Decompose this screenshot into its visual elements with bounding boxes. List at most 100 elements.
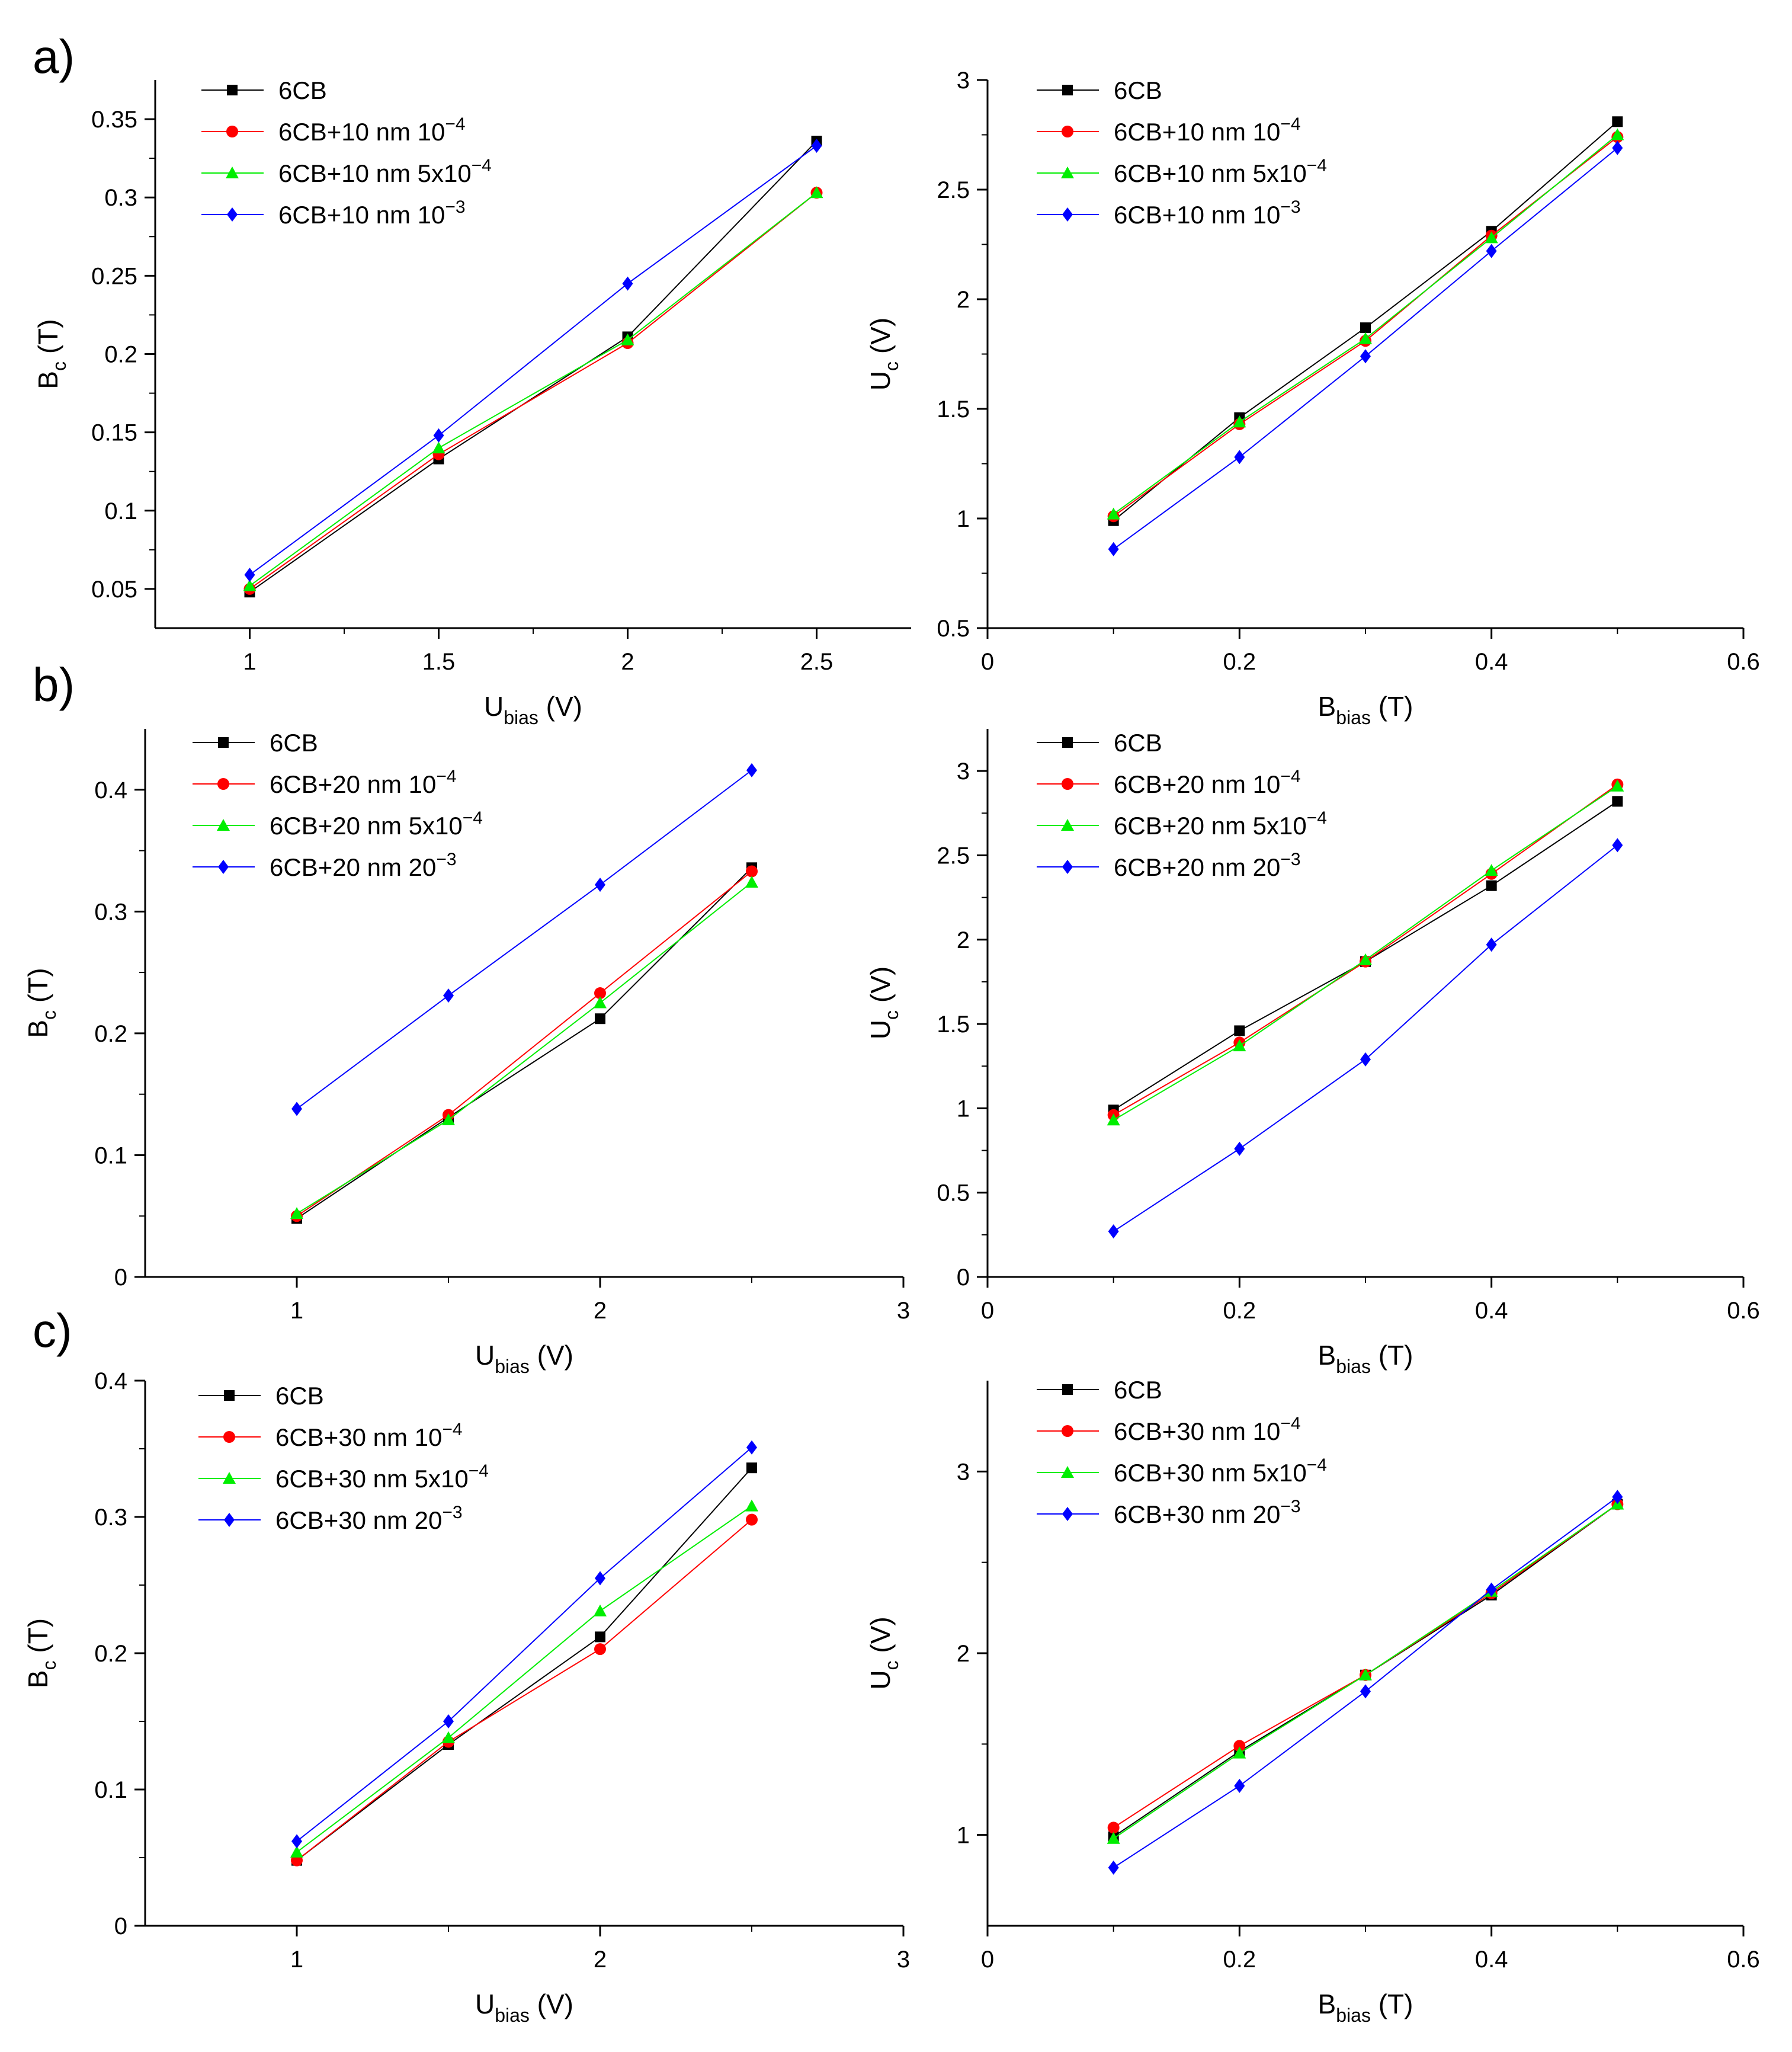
legend: 6CB 6CB+20 nm 10−4 6CB+20 nm 5x10−4 6CB+20 …	[193, 729, 483, 881]
chart-a-left: 1 1.5 2 2.5 0.05 0.1 0.15 0.2 0.25 0.3 0.35 Ubias (…	[33, 76, 911, 728]
legend-entry: 6CB+20 nm 20−3	[1114, 850, 1301, 881]
chart-c-right: 0 0.2 0.4 0.6 1 2 3 Bbias (T) Uc (V) 6CB 6CB+30 nm…	[865, 1376, 1760, 2026]
x-tick-label: 3	[897, 1947, 910, 1973]
y-tick-label: 0.2	[94, 1021, 127, 1047]
series-line	[296, 867, 752, 1219]
y-tick-label: 0.25	[91, 263, 137, 289]
legend-marker	[1061, 1466, 1074, 1478]
x-tick-label: 3	[897, 1298, 910, 1324]
series-1e-3	[291, 1440, 757, 1849]
data-point	[1108, 1224, 1119, 1239]
data-point	[1486, 1582, 1497, 1597]
legend-entry: 6CB	[275, 1382, 324, 1410]
legend-marker	[1062, 207, 1073, 222]
data-point	[810, 186, 823, 199]
y-tick-label: 1	[957, 1823, 970, 1849]
legend-marker	[218, 860, 229, 874]
legend-marker	[1062, 778, 1073, 790]
series-line	[296, 1467, 752, 1861]
y-tick-label: 3	[957, 1459, 970, 1485]
legend-entry: 6CB+10 nm 10−3	[278, 197, 466, 229]
legend-entry: 6CB	[278, 76, 327, 104]
x-tick-label: 0	[981, 1298, 994, 1324]
data-point	[1233, 1039, 1246, 1052]
data-point	[1611, 779, 1624, 792]
legend-marker	[226, 126, 238, 137]
legend-marker	[1062, 1384, 1073, 1395]
y-axis-label: Uc (V)	[865, 318, 902, 390]
legend-marker	[1062, 85, 1073, 95]
series-5e-4	[243, 186, 823, 591]
y-tick-label: 1	[957, 506, 970, 532]
series-1e-3	[1108, 1490, 1623, 1875]
data-point	[1359, 953, 1372, 965]
data-point	[1360, 322, 1371, 334]
y-axis-label: Bc (T)	[23, 1618, 60, 1688]
legend-marker	[227, 207, 238, 222]
data-point	[595, 1013, 605, 1025]
x-tick-label: 2	[594, 1298, 607, 1324]
y-tick-label: 0.05	[91, 577, 137, 603]
y-tick-label: 2	[957, 927, 970, 953]
data-point	[621, 333, 634, 345]
data-point	[811, 139, 822, 153]
series-line	[249, 145, 818, 575]
y-tick-label: 0.1	[104, 498, 137, 524]
y-tick-label: 0.2	[104, 342, 137, 368]
legend-entry: 6CB+30 nm 20−3	[1114, 1497, 1301, 1528]
x-tick-label: 2	[594, 1947, 607, 1973]
series-1e-4	[291, 865, 758, 1222]
legend-entry: 6CB+20 nm 5x10−4	[1114, 808, 1327, 840]
data-point	[291, 1102, 302, 1116]
legend: 6CB 6CB+30 nm 10−4 6CB+30 nm 5x10−4 6CB+30 …	[198, 1382, 489, 1534]
y-tick-label: 1.5	[937, 396, 970, 422]
legend-marker	[1061, 819, 1074, 831]
series-line	[296, 770, 752, 1110]
data-point	[594, 1604, 607, 1616]
x-tick-label: 1.5	[422, 649, 456, 675]
data-point	[1107, 507, 1120, 520]
y-axis-label: Uc (V)	[865, 966, 902, 1039]
x-tick-label: 0.4	[1475, 649, 1508, 675]
series-line	[296, 1505, 752, 1853]
y-tick-label: 2.5	[937, 177, 970, 203]
x-axis-label: Ubias (V)	[475, 1989, 573, 2026]
y-tick-label: 0.1	[94, 1777, 127, 1803]
data-point	[746, 1513, 758, 1526]
data-point	[1107, 1821, 1120, 1834]
data-point	[1486, 937, 1497, 952]
data-point	[1107, 1113, 1120, 1126]
data-point	[745, 876, 758, 888]
series-1e-4	[1107, 1498, 1624, 1834]
y-tick-label: 1.5	[937, 1011, 970, 1038]
data-point	[1108, 1860, 1119, 1875]
legend-marker	[1062, 860, 1073, 874]
legend-entry: 6CB+30 nm 5x10−4	[1114, 1455, 1327, 1487]
legend-entry: 6CB+20 nm 20−3	[270, 850, 457, 881]
chart-b-left: 1 2 3 0 0.1 0.2 0.3 0.4 Ubias (V) Bc (T) 6CB 6CB+20…	[23, 729, 910, 1377]
x-tick-label: 0	[981, 649, 994, 675]
data-point	[443, 988, 454, 1003]
data-point	[1486, 880, 1497, 891]
series-5e-4	[1107, 128, 1624, 520]
data-point	[443, 1714, 454, 1728]
series-line	[296, 870, 752, 1217]
legend-entry: 6CB+10 nm 10−4	[278, 114, 466, 146]
legend-entry: 6CB	[1114, 729, 1162, 757]
series-5e-4	[290, 876, 758, 1219]
x-tick-label: 0.4	[1475, 1298, 1508, 1324]
x-tick-label: 0.6	[1727, 1298, 1760, 1324]
legend-marker	[227, 85, 238, 95]
legend-marker	[1062, 1425, 1073, 1437]
x-axis-label: Bbias (T)	[1318, 691, 1413, 728]
y-tick-label: 0.35	[91, 107, 137, 133]
legend-marker	[1062, 126, 1073, 137]
legend-marker	[224, 1390, 235, 1401]
data-point	[1234, 1025, 1245, 1036]
data-point	[1486, 244, 1497, 258]
data-point	[1360, 349, 1371, 364]
data-point	[594, 996, 607, 1009]
series-line	[296, 1519, 752, 1861]
data-point	[433, 428, 444, 443]
data-point	[1359, 1668, 1372, 1680]
